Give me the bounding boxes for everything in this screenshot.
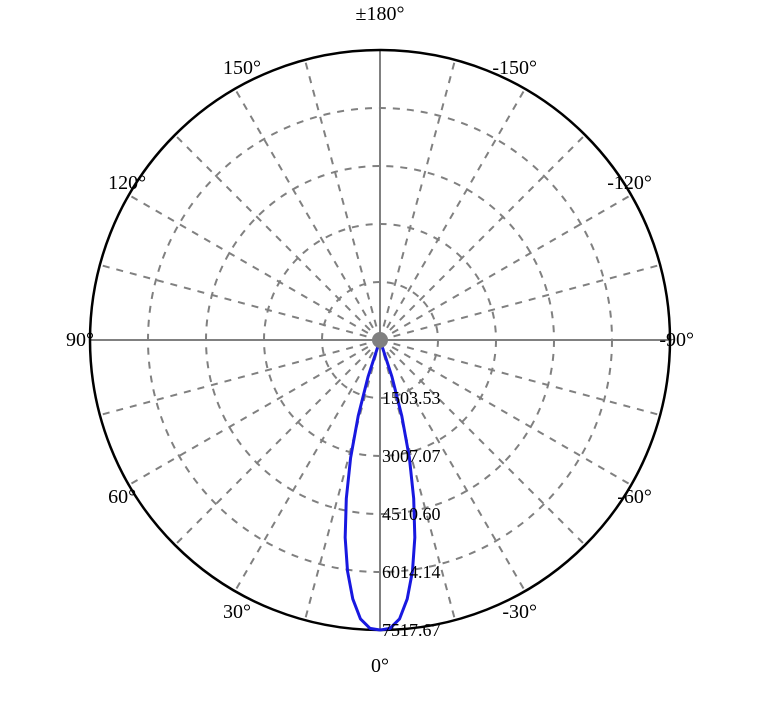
angle-label: 0° [371,655,389,677]
radial-tick-label: 3007.07 [382,446,441,466]
polar-chart: ±180° 150° 120° 90° 60° 30° 0° -30° -60° -90° -120… [0,0,760,704]
angle-label: -90° [659,329,694,351]
angle-label: 30° [223,601,251,623]
angle-label: -150° [492,57,537,79]
angle-label: 60° [108,486,136,508]
radial-tick-label: 1503.53 [382,388,441,408]
angle-label: 120° [108,172,146,194]
radial-tick-label: 4510.60 [382,504,441,524]
radial-tick-label: 6014.14 [382,562,441,582]
angle-label: 90° [66,329,94,351]
center-dot [372,332,388,348]
angle-label: -30° [502,601,537,623]
angle-label: 150° [223,57,261,79]
radial-tick-label: 7517.67 [382,620,441,640]
angle-label: -60° [617,486,652,508]
angle-label: ±180° [356,3,405,25]
angle-label: -120° [607,172,652,194]
